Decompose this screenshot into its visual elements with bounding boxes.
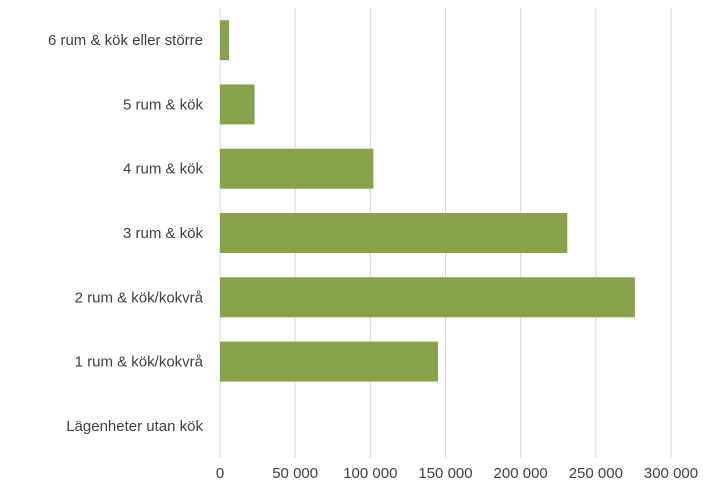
x-tick-label: 0 [216, 465, 224, 482]
category-label: 5 rum & kök [123, 96, 204, 113]
x-tick-label: 200 000 [494, 465, 548, 482]
x-tick-label: 300 000 [644, 465, 698, 482]
category-label: 1 rum & kök/kokvrå [75, 354, 204, 371]
bars [220, 20, 635, 382]
bar [220, 20, 230, 61]
x-tick-label: 150 000 [418, 465, 472, 482]
category-label: 4 rum & kök [123, 161, 204, 178]
category-label: Lägenheter utan kök [66, 418, 203, 435]
x-tick-label: 50 000 [272, 465, 318, 482]
category-label: 2 rum & kök/kokvrå [75, 289, 204, 306]
bar [220, 341, 438, 382]
bar [220, 84, 255, 125]
bar [220, 148, 374, 189]
x-tick-label: 250 000 [569, 465, 623, 482]
x-tick-label: 100 000 [343, 465, 397, 482]
bar [220, 213, 568, 253]
x-tick-labels: 0 50 000 100 000 150 000 200 000 250 000 300 0… [216, 465, 698, 482]
category-label: 3 rum & kök [123, 225, 204, 242]
category-label: 6 rum & kök eller större [48, 32, 203, 49]
category-labels: 6 rum & kök eller större 5 rum & kök 4 rum… [48, 32, 204, 435]
bar [220, 277, 635, 318]
